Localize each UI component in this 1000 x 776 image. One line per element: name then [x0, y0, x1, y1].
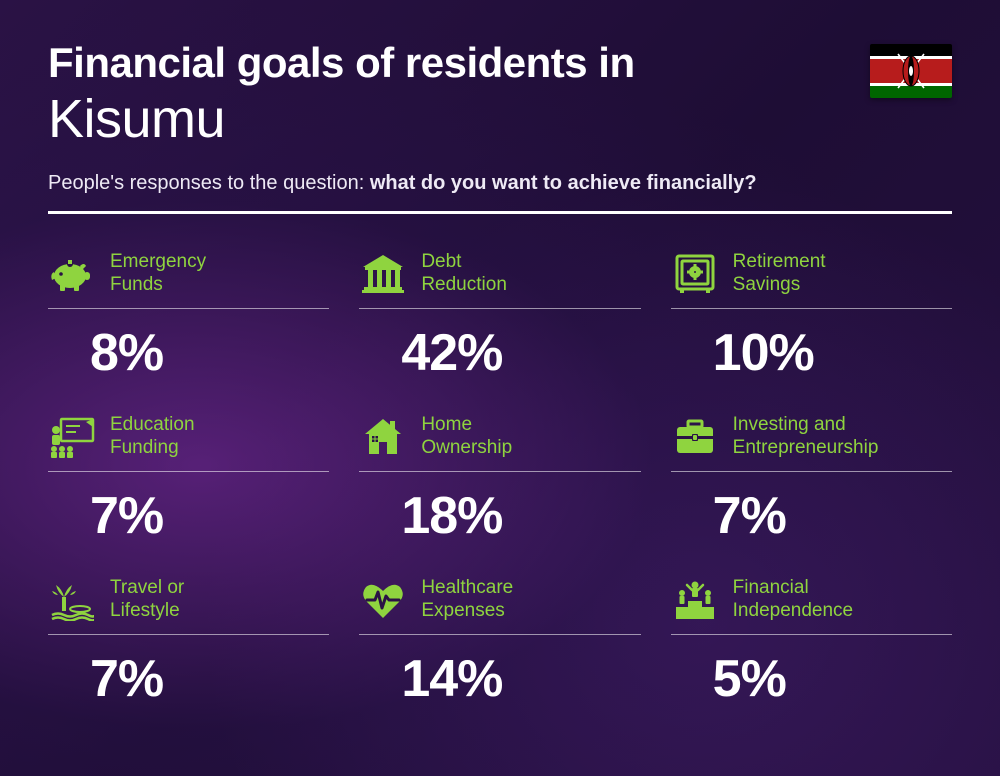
- stat-emergency-funds: EmergencyFunds 8%: [48, 248, 329, 383]
- cell-divider: [671, 471, 952, 472]
- bank-icon: [359, 250, 407, 298]
- cell-divider: [359, 471, 640, 472]
- stat-label: FinancialIndependence: [733, 577, 853, 623]
- flag-kenya: [870, 44, 952, 98]
- cell-divider: [48, 471, 329, 472]
- subtitle-bold: what do you want to achieve financially?: [370, 172, 757, 194]
- stat-home-ownership: HomeOwnership 18%: [359, 411, 640, 546]
- stat-retirement-savings: RetirementSavings 10%: [671, 248, 952, 383]
- stat-value: 7%: [48, 486, 329, 546]
- stat-financial-independence: FinancialIndependence 5%: [671, 574, 952, 709]
- stat-label: HealthcareExpenses: [421, 577, 513, 623]
- stat-value: 10%: [671, 323, 952, 383]
- stat-label: DebtReduction: [421, 251, 507, 297]
- stat-value: 7%: [671, 486, 952, 546]
- stat-label: Travel orLifestyle: [110, 577, 184, 623]
- header-divider: [48, 211, 952, 214]
- stat-label: EmergencyFunds: [110, 251, 206, 297]
- stat-label: RetirementSavings: [733, 251, 826, 297]
- piggy-bank-icon: [48, 250, 96, 298]
- stat-label: Investing andEntrepreneurship: [733, 414, 879, 460]
- stat-value: 8%: [48, 323, 329, 383]
- stat-education-funding: EducationFunding 7%: [48, 411, 329, 546]
- stat-value: 7%: [48, 649, 329, 709]
- house-icon: [359, 413, 407, 461]
- healthcare-icon: [359, 576, 407, 624]
- stat-value: 18%: [359, 486, 640, 546]
- travel-icon: [48, 576, 96, 624]
- cell-divider: [671, 634, 952, 635]
- stat-value: 5%: [671, 649, 952, 709]
- stat-label: HomeOwnership: [421, 414, 512, 460]
- cell-divider: [48, 634, 329, 635]
- cell-divider: [359, 634, 640, 635]
- cell-divider: [359, 308, 640, 309]
- stat-travel: Travel orLifestyle 7%: [48, 574, 329, 709]
- header: Financial goals of residents in Kisumu P…: [48, 40, 952, 214]
- stat-investing: Investing andEntrepreneurship 7%: [671, 411, 952, 546]
- stat-value: 42%: [359, 323, 640, 383]
- briefcase-icon: [671, 413, 719, 461]
- title-line-1: Financial goals of residents in: [48, 40, 952, 86]
- subtitle-prefix: People's responses to the question:: [48, 172, 370, 194]
- stat-debt-reduction: DebtReduction 42%: [359, 248, 640, 383]
- subtitle: People's responses to the question: what…: [48, 172, 952, 195]
- stats-grid: EmergencyFunds 8% DebtReducti: [48, 248, 952, 709]
- stat-healthcare: HealthcareExpenses 14%: [359, 574, 640, 709]
- title-line-2: Kisumu: [48, 88, 952, 150]
- podium-icon: [671, 576, 719, 624]
- safe-icon: [671, 250, 719, 298]
- cell-divider: [671, 308, 952, 309]
- cell-divider: [48, 308, 329, 309]
- stat-value: 14%: [359, 649, 640, 709]
- education-icon: [48, 413, 96, 461]
- stat-label: EducationFunding: [110, 414, 195, 460]
